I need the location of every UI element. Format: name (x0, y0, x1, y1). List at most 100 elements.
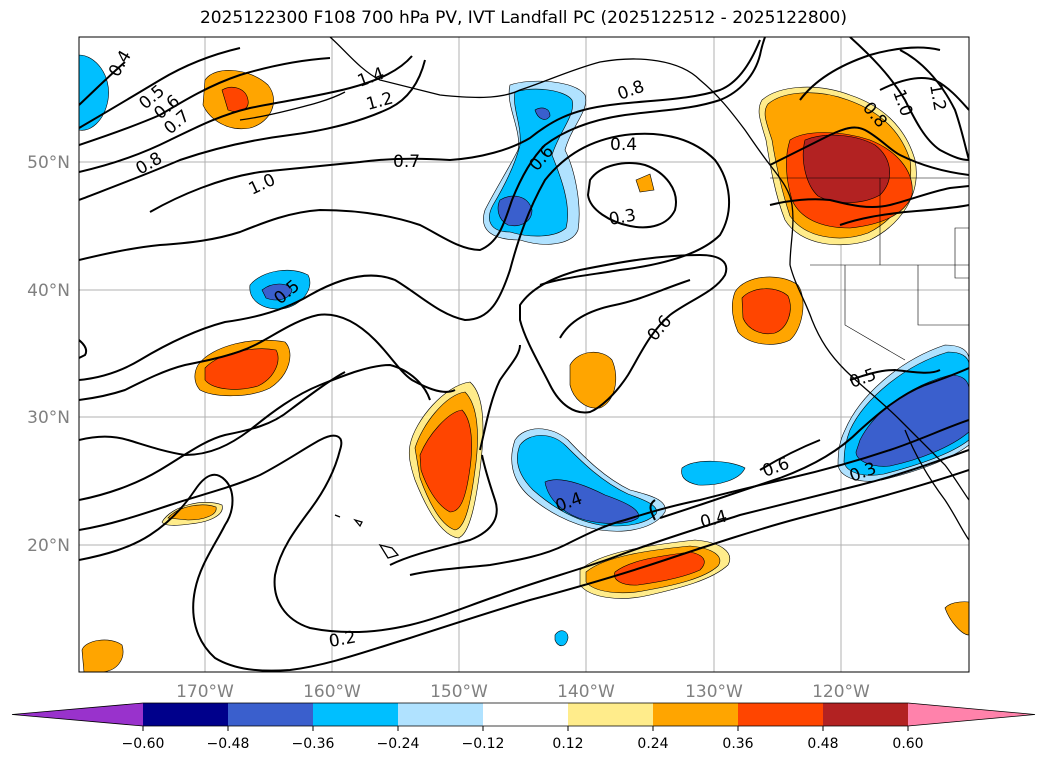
colorbar-tick-label: 0.60 (892, 736, 923, 752)
contour-line (899, 49, 969, 161)
contour-line (519, 253, 728, 414)
contour-label: 0.4 (698, 507, 729, 533)
baja-coast (904, 429, 969, 541)
contour-line (79, 371, 346, 501)
contour-line (409, 419, 969, 576)
colorbar-tick-label: −0.12 (462, 736, 505, 752)
anomaly-blob (681, 460, 746, 486)
contour-label: 0.6 (760, 454, 792, 482)
contour-line (79, 469, 969, 672)
contour-line (759, 439, 821, 471)
anomaly-blob (79, 54, 109, 131)
lon-tick-label: 120°W (812, 682, 870, 702)
colorbar-tick-label: −0.24 (377, 736, 420, 752)
anomaly-blob (635, 173, 655, 193)
us-west-coastline (789, 264, 969, 501)
contour-line (559, 279, 691, 339)
state-border (954, 227, 969, 279)
contour-label: 1.2 (364, 89, 395, 115)
colorbar-tick-label: −0.60 (122, 736, 165, 752)
contour-line (149, 39, 761, 213)
lat-tick-label: 50°N (27, 153, 70, 173)
contour-line (79, 47, 241, 129)
ivt-anomaly-fills (79, 54, 969, 672)
lat-tick-label: 20°N (27, 536, 70, 556)
contour-label: 0.2 (327, 628, 357, 652)
contour-line (649, 499, 656, 521)
colorbar-swatch (568, 703, 653, 726)
contour-line (659, 367, 969, 519)
colorbar-tick-label: −0.36 (292, 736, 335, 752)
colorbar-swatch (398, 703, 483, 726)
lon-tick-label: 150°W (430, 682, 488, 702)
contour-line (79, 59, 426, 201)
colorbar-swatch (143, 703, 228, 726)
anomaly-blob (544, 479, 639, 524)
colorbar-extend-low (12, 703, 143, 726)
lon-tick-label: 140°W (557, 682, 615, 702)
lat-tick-label: 40°N (27, 281, 70, 301)
colorbar-tick-label: −0.48 (207, 736, 250, 752)
pv-contours (79, 37, 969, 672)
anomaly-blob (944, 601, 969, 636)
lat-tick-label: 30°N (27, 408, 70, 428)
colorbar-tick-label: 0.12 (552, 736, 583, 752)
colorbar-tick-label: 0.48 (807, 736, 838, 752)
colorbar: −0.60 −0.48 −0.36 −0.24 −0.12 0.12 0.24 0.36 0.4… (11, 702, 1036, 752)
colorbar-swatch (653, 703, 738, 726)
map-title: 2025122300 F108 700 hPa PV, IVT Landfall… (199, 8, 847, 28)
lon-tick-label: 170°W (176, 682, 234, 702)
contour-label: 1.2 (925, 82, 949, 112)
contour-line (586, 162, 677, 229)
contour-line (839, 204, 969, 226)
contour-label: 0.4 (610, 135, 637, 155)
colorbar-swatch (823, 703, 908, 726)
anomaly-blob (614, 551, 705, 586)
lon-tick-label: 130°W (685, 682, 743, 702)
contour-line (479, 344, 521, 451)
contour-line (79, 339, 88, 359)
contour-label: 0.7 (393, 152, 420, 172)
contour-line (79, 61, 126, 106)
alaska-islands (239, 91, 346, 121)
contour-line (849, 368, 941, 381)
state-borders (770, 177, 969, 361)
colorbar-tick-label: 0.24 (637, 736, 668, 752)
longitude-labels: 170°W 160°W 150°W 140°W 130°W 120°W (176, 682, 870, 702)
contour-line (79, 132, 731, 381)
anomaly-blob (261, 283, 293, 301)
colorbar-swatch (228, 703, 313, 726)
colorbar-extend-high (908, 703, 1035, 726)
contour-label: 1.4 (355, 64, 387, 92)
anomaly-blob (554, 630, 569, 647)
state-border (844, 265, 906, 361)
contour-label: 0.8 (615, 77, 647, 105)
anomaly-blob (419, 409, 472, 513)
map-frame (78, 36, 970, 673)
colorbar-swatch (313, 703, 398, 726)
colorbar-swatch (483, 703, 568, 726)
contour-line (769, 126, 969, 176)
contour-line (769, 185, 969, 209)
anomaly-blob (221, 87, 249, 112)
colorbar-swatch (738, 703, 823, 726)
contour-label: 0.3 (607, 206, 637, 230)
contour-line (79, 37, 766, 261)
state-border (917, 265, 969, 326)
contour-line (79, 434, 969, 633)
contour-line (79, 55, 413, 173)
latitude-labels: 50°N 40°N 30°N 20°N (27, 153, 70, 556)
colorbar-tick-label: 0.36 (722, 736, 753, 752)
contour-label: 0.8 (133, 148, 166, 179)
anomaly-blob (534, 107, 551, 120)
anomaly-blob (569, 352, 616, 409)
anomaly-blob (497, 195, 533, 227)
lon-tick-label: 160°W (303, 682, 361, 702)
hawaii (334, 514, 400, 559)
contour-line (79, 313, 456, 401)
anomaly-blob (741, 288, 791, 335)
contour-line (849, 37, 969, 161)
contour-line (389, 454, 498, 566)
anomaly-blob (81, 639, 124, 672)
